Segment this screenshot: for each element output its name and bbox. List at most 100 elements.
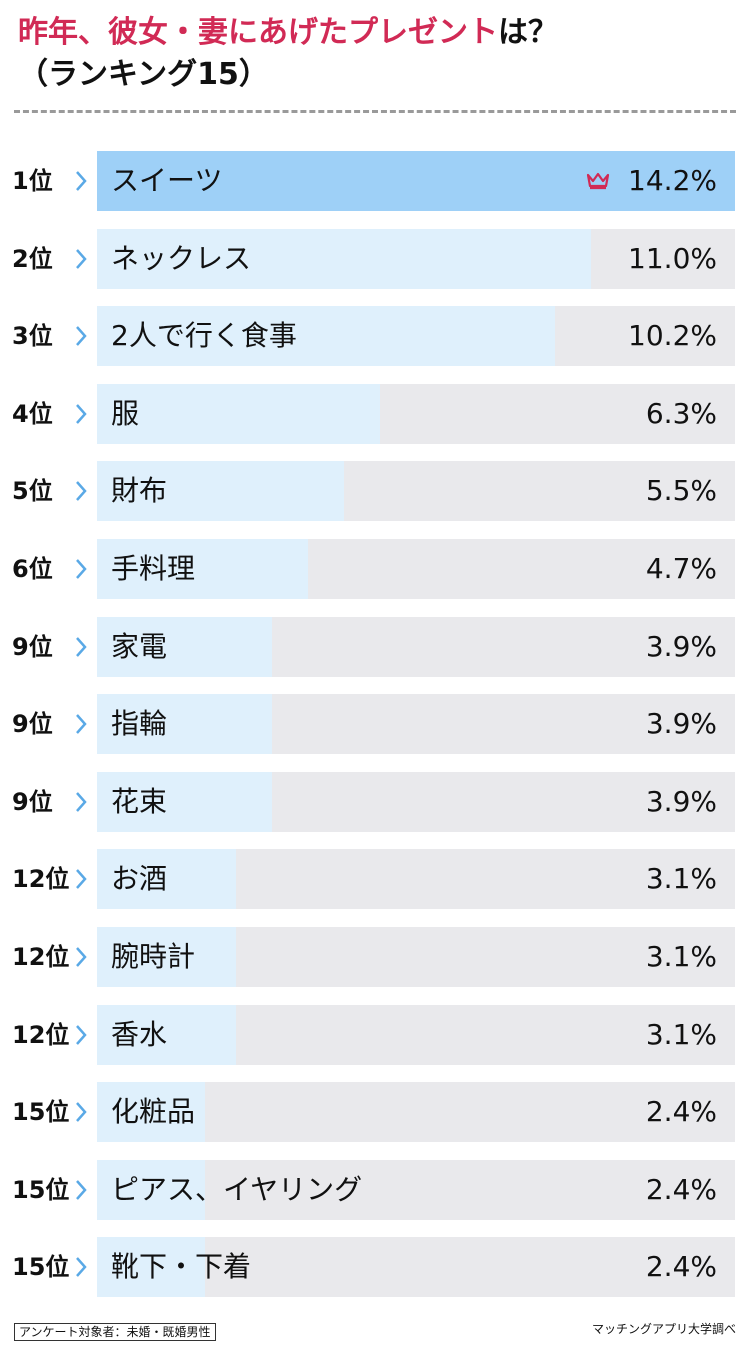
rank-label: 2位	[12, 245, 53, 273]
ranking-row: 3位 2人で行く食事 10.2%	[0, 306, 750, 366]
value-label: 3.1%	[645, 940, 717, 973]
item-label: ピアス、イヤリング	[111, 1173, 363, 1206]
bar	[97, 694, 272, 754]
bar-track: 指輪 3.9%	[97, 694, 735, 754]
chevron-right-icon	[76, 326, 87, 346]
value-label: 3.1%	[645, 862, 717, 895]
rank-label: 3位	[12, 322, 53, 350]
bar-track: 靴下・下着 2.4%	[97, 1237, 735, 1297]
value-label: 10.2%	[628, 319, 717, 352]
rank-label: 9位	[12, 633, 53, 661]
ranking-row: 5位 財布 5.5%	[0, 461, 750, 521]
ranking-row: 15位 靴下・下着 2.4%	[0, 1237, 750, 1297]
chevron-right-icon	[76, 1180, 87, 1200]
rank-label: 15位	[12, 1253, 70, 1281]
source-note: マッチングアプリ大学調べ	[591, 1322, 736, 1336]
bar-track: 2人で行く食事 10.2%	[97, 306, 735, 366]
value-label: 3.9%	[645, 630, 717, 663]
item-label: ネックレス	[111, 242, 252, 275]
rank-label: 6位	[12, 555, 53, 583]
value-label: 3.9%	[645, 785, 717, 818]
bar	[97, 384, 380, 444]
chevron-right-icon	[76, 1257, 87, 1277]
chevron-right-icon	[76, 869, 87, 889]
rank-label: 15位	[12, 1176, 70, 1204]
ranking-row: 12位 香水 3.1%	[0, 1005, 750, 1065]
ranking-row: 9位 花束 3.9%	[0, 772, 750, 832]
value-label: 2.4%	[645, 1095, 717, 1128]
rank-label: 12位	[12, 1021, 70, 1049]
item-label: 花束	[111, 785, 168, 818]
title-accent: 昨年、彼女・妻にあげたプレゼント	[18, 15, 498, 50]
chevron-right-icon	[76, 947, 87, 967]
bar	[97, 306, 555, 366]
item-label: 服	[111, 397, 140, 430]
bar-track: 香水 3.1%	[97, 1005, 735, 1065]
bar	[97, 772, 272, 832]
bar-track: 腕時計 3.1%	[97, 927, 735, 987]
value-label: 3.9%	[645, 707, 717, 740]
rank-label: 4位	[12, 400, 53, 428]
title-rest: は？	[498, 15, 558, 50]
bar-track: 財布 5.5%	[97, 461, 735, 521]
title-line: 昨年、彼女・妻にあげたプレゼントは？	[18, 14, 738, 52]
item-label: 手料理	[111, 552, 196, 585]
bar-track: 家電 3.9%	[97, 617, 735, 677]
item-label: 香水	[111, 1018, 168, 1051]
rank-label: 12位	[12, 943, 70, 971]
ranking-row: 12位 腕時計 3.1%	[0, 927, 750, 987]
value-label: 2.4%	[645, 1250, 717, 1283]
bar-track: スイーツ 14.2%	[97, 151, 735, 211]
chevron-right-icon	[76, 249, 87, 269]
bar	[97, 229, 591, 289]
chevron-right-icon	[76, 637, 87, 657]
chevron-right-icon	[76, 792, 87, 812]
item-label: 腕時計	[111, 940, 196, 973]
bar	[97, 617, 272, 677]
ranking-row: 12位 お酒 3.1%	[0, 849, 750, 909]
value-label: 4.7%	[645, 552, 717, 585]
bar-track: ピアス、イヤリング 2.4%	[97, 1160, 735, 1220]
chevron-right-icon	[76, 1025, 87, 1045]
item-label: お酒	[111, 862, 168, 895]
survey-note: アンケート対象者：未婚・既婚男性	[14, 1323, 216, 1341]
rank-label: 15位	[12, 1098, 70, 1126]
chevron-right-icon	[76, 714, 87, 734]
chart-title: 昨年、彼女・妻にあげたプレゼントは？ （ランキング15）	[18, 14, 738, 94]
value-label: 6.3%	[645, 397, 717, 430]
value-label: 11.0%	[628, 242, 717, 275]
chevron-right-icon	[76, 1102, 87, 1122]
bar-track: 花束 3.9%	[97, 772, 735, 832]
bar	[97, 1005, 236, 1065]
item-label: スイーツ	[111, 164, 223, 197]
chevron-right-icon	[76, 559, 87, 579]
rank-label: 1位	[12, 167, 53, 195]
bar	[97, 539, 308, 599]
bar-track: 服 6.3%	[97, 384, 735, 444]
chart-subtitle: （ランキング15）	[18, 57, 269, 92]
ranking-row: 15位 化粧品 2.4%	[0, 1082, 750, 1142]
ranking-row: 4位 服 6.3%	[0, 384, 750, 444]
bar	[97, 1237, 205, 1297]
rank-label: 9位	[12, 788, 53, 816]
bar-track: ネックレス 11.0%	[97, 229, 735, 289]
item-label: 化粧品	[111, 1095, 196, 1128]
rank-label: 5位	[12, 477, 53, 505]
ranking-row: 6位 手料理 4.7%	[0, 539, 750, 599]
bar-track: お酒 3.1%	[97, 849, 735, 909]
bar-track: 化粧品 2.4%	[97, 1082, 735, 1142]
ranking-row: 9位 家電 3.9%	[0, 617, 750, 677]
item-label: 靴下・下着	[111, 1250, 252, 1283]
bar	[97, 849, 236, 909]
crown-icon	[586, 172, 610, 190]
bar	[97, 151, 735, 211]
value-label: 3.1%	[645, 1018, 717, 1051]
ranking-row: 9位 指輪 3.9%	[0, 694, 750, 754]
chevron-right-icon	[76, 171, 87, 191]
item-label: 指輪	[111, 707, 168, 740]
rank-label: 9位	[12, 710, 53, 738]
ranking-row: 1位 スイーツ 14.2%	[0, 151, 750, 211]
bar	[97, 1082, 205, 1142]
value-label: 5.5%	[645, 474, 717, 507]
